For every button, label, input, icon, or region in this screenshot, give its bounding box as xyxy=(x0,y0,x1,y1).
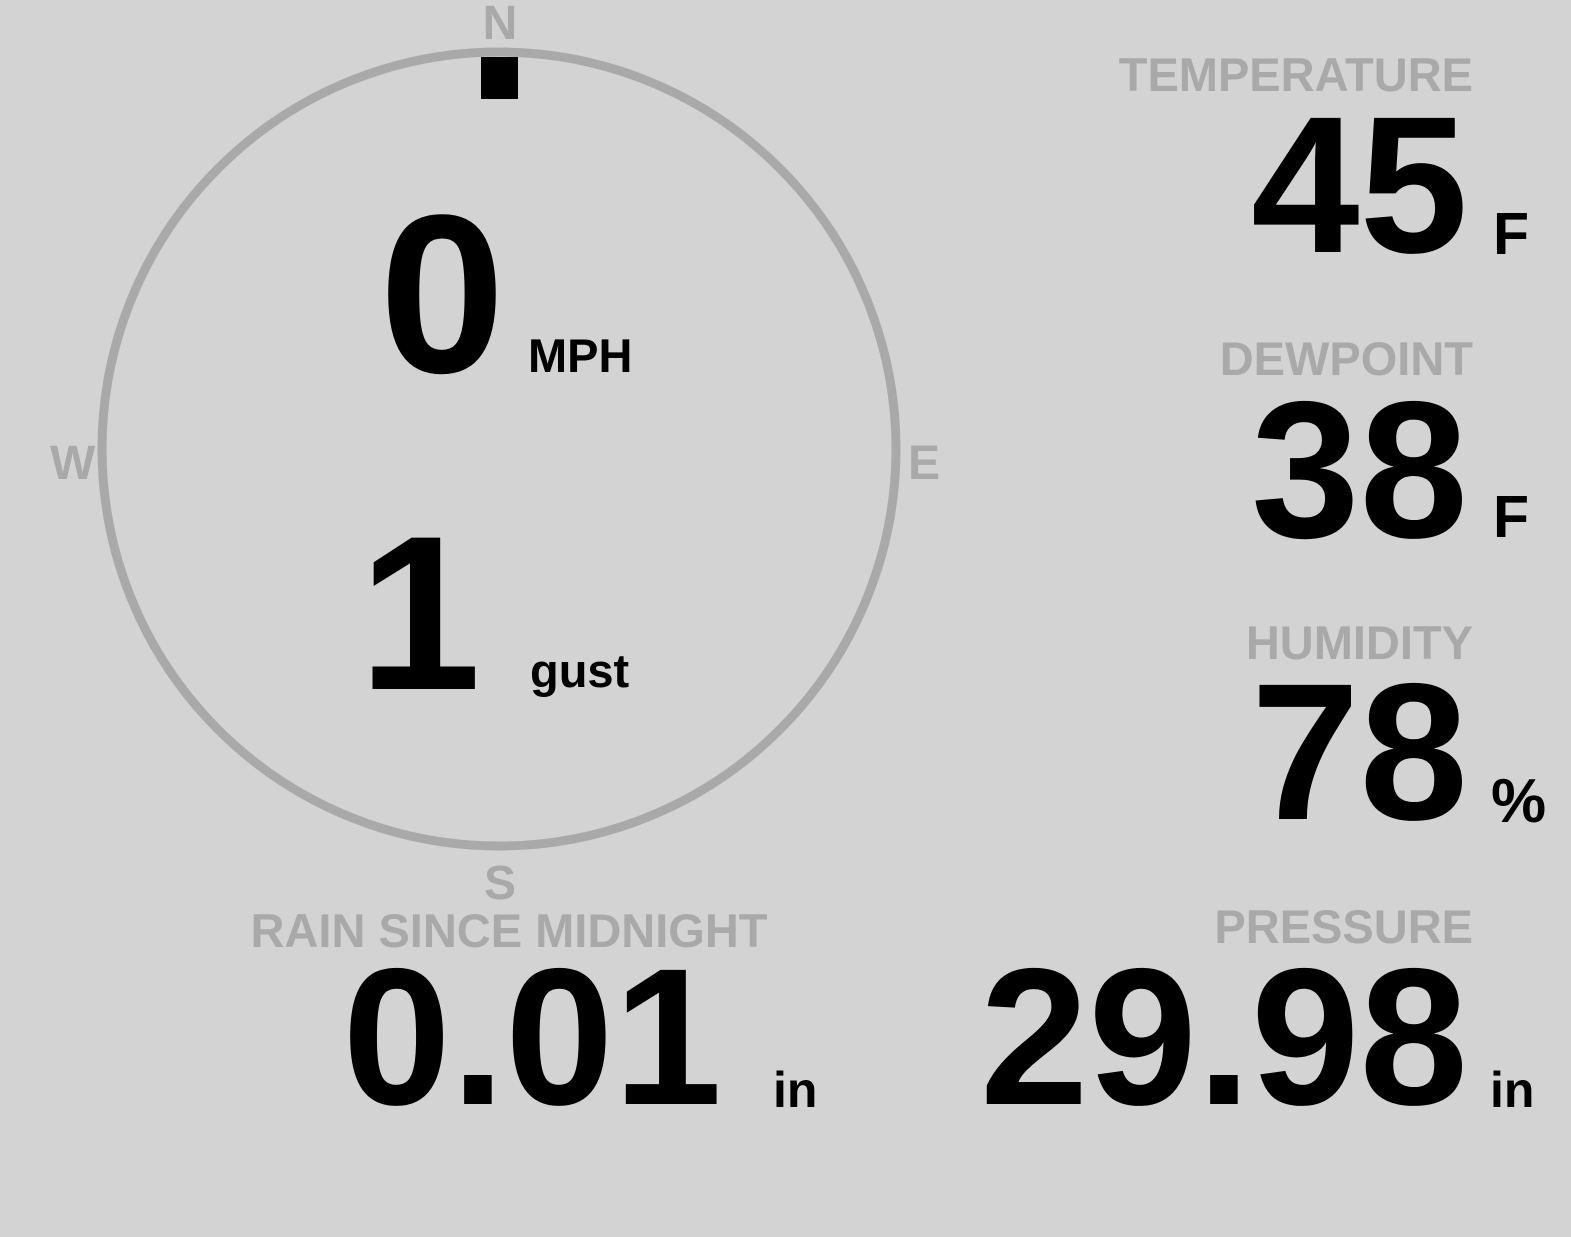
compass-west-label: W xyxy=(50,437,96,490)
humidity-unit: % xyxy=(1491,767,1547,836)
wind-gust-value: 1 xyxy=(358,490,481,736)
compass-south-label: S xyxy=(483,857,517,910)
compass-east-label: E xyxy=(908,437,941,490)
pressure-value: 29.98 xyxy=(980,928,1468,1146)
temperature-label: TEMPERATURE xyxy=(1118,48,1473,101)
wind-direction-marker xyxy=(481,57,518,99)
temperature-unit: F xyxy=(1493,201,1530,267)
compass-north-label: N xyxy=(482,0,518,50)
humidity-label: HUMIDITY xyxy=(1245,616,1473,669)
rain-label: RAIN SINCE MIDNIGHT xyxy=(250,904,768,957)
temperature-value: 45 xyxy=(1251,76,1468,294)
dewpoint-value: 38 xyxy=(1251,361,1468,579)
dewpoint-label: DEWPOINT xyxy=(1219,332,1473,385)
rain-value: 0.01 xyxy=(342,928,722,1146)
humidity-value: 78 xyxy=(1251,643,1468,861)
pressure-unit: in xyxy=(1490,1062,1535,1118)
pressure-label: PRESSURE xyxy=(1214,900,1473,953)
wind-speed-unit: MPH xyxy=(528,329,633,382)
wind-gust-unit: gust xyxy=(530,644,630,697)
compass-ring xyxy=(97,47,901,851)
dewpoint-unit: F xyxy=(1493,484,1530,550)
wind-speed-value: 0 xyxy=(379,167,505,420)
rain-unit: in xyxy=(773,1062,818,1118)
